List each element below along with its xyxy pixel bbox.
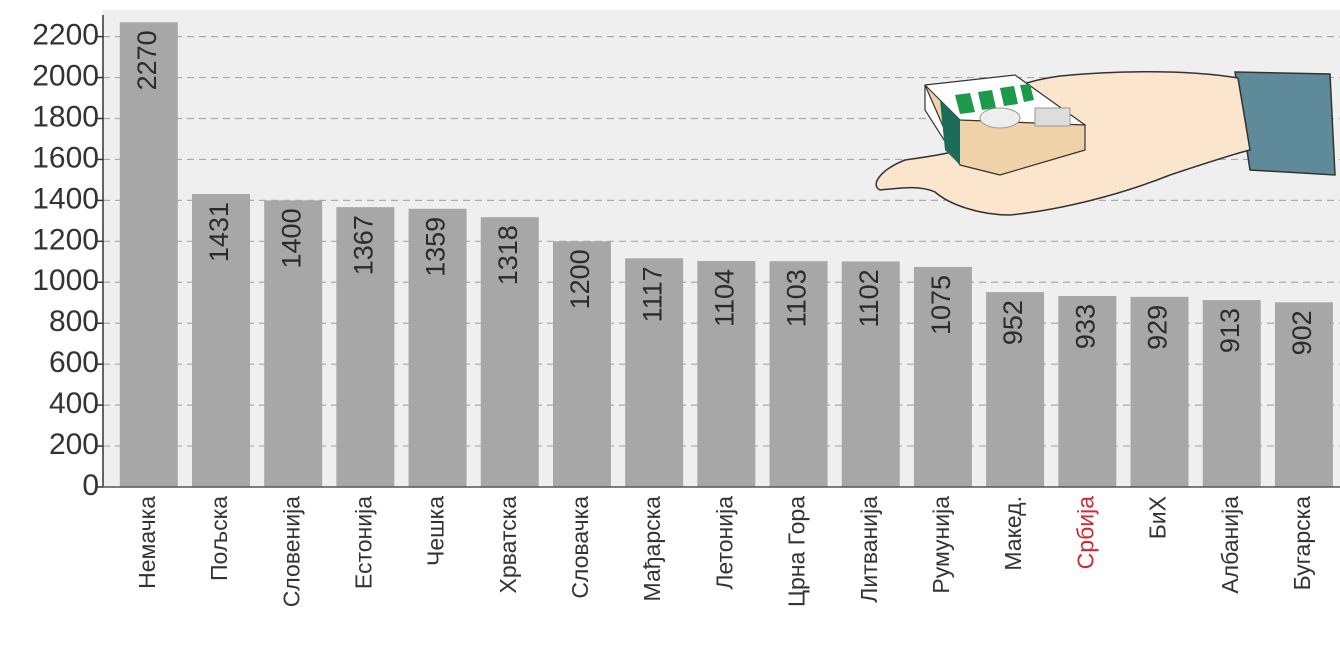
value-label: 1104 [709,269,739,327]
value-label: 902 [1287,310,1317,355]
x-tick-label: Бугарска [1289,496,1315,591]
value-label: 929 [1143,305,1173,350]
bar [120,22,178,487]
x-tick-label: Естонија [350,496,376,589]
x-tick-label: Словенија [278,496,304,607]
value-label: 1200 [565,249,595,309]
x-tick-label: Чешка [423,496,449,566]
value-label: 1117 [637,266,667,322]
value-label: 1103 [782,269,812,327]
x-tick-label: Немачка [134,496,160,589]
y-tick-label: 400 [49,387,99,420]
x-tick-label: Србија [1072,496,1098,570]
value-label: 1431 [204,202,234,262]
value-label: 1075 [926,275,956,335]
value-label: 1367 [349,215,379,275]
value-label: 1318 [493,225,523,285]
x-tick-label: Црна Гора [784,496,810,607]
x-tick-label: Словачка [567,496,593,599]
y-tick-label: 1800 [32,100,99,133]
x-tick-label: Пољска [206,496,232,581]
y-tick-label: 600 [49,346,99,379]
x-tick-label: Румунија [928,496,954,594]
value-label: 913 [1215,308,1245,353]
y-tick-label: 2000 [32,59,99,92]
x-tick-label: Мађарска [639,496,665,602]
y-tick-label: 1600 [32,141,99,174]
x-tick-label: Макед. [1000,496,1026,571]
value-label: 1359 [421,217,451,277]
x-tick-label: БиХ [1145,496,1171,539]
value-label: 933 [1070,304,1100,349]
x-tick-label: Хрватска [495,496,521,594]
value-label: 2270 [132,30,162,90]
y-tick-label: 1000 [32,264,99,297]
y-tick-label: 0 [82,469,99,502]
y-tick-label: 800 [49,305,99,338]
value-label: 1102 [854,269,884,327]
chart: 0 200 400 600 800 1000 1200 1400 1600 1800 2000 220… [0,0,1340,648]
value-label: 1400 [276,208,306,268]
x-tick-label: Летонија [711,496,737,590]
y-tick-label: 2200 [32,19,99,52]
value-label: 952 [998,300,1028,345]
x-tick-label: Албанија [1217,496,1243,594]
x-tick-label: Литванија [856,496,882,603]
y-tick-label: 1200 [32,223,99,256]
y-tick-label: 200 [49,428,99,461]
y-tick-label: 1400 [32,182,99,215]
